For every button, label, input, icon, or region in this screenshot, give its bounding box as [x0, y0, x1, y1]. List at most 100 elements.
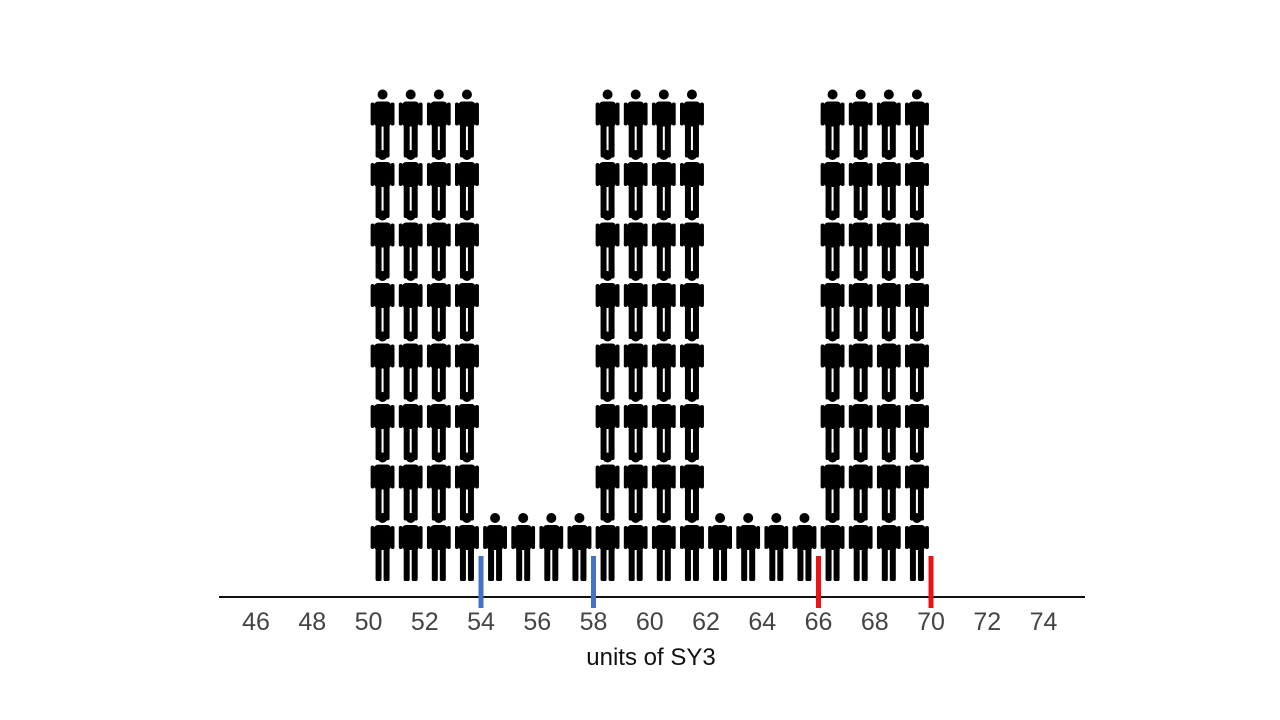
- person-icon: [820, 210, 845, 279]
- range-marker: [478, 556, 484, 608]
- person-icon: [820, 89, 845, 158]
- person-icon: [876, 89, 901, 158]
- person-icon: [595, 271, 620, 339]
- person-icon: [595, 150, 620, 218]
- person-icon: [398, 271, 423, 339]
- person-icon: [454, 392, 479, 460]
- person-icon: [679, 513, 704, 581]
- person-icon: [904, 210, 929, 279]
- person-icon: [370, 271, 395, 339]
- person-icon: [820, 331, 845, 400]
- person-icon: [792, 513, 817, 581]
- person-icon: [651, 210, 676, 279]
- person-icon: [595, 210, 620, 279]
- person-icon: [454, 452, 479, 521]
- person-icon: [398, 452, 423, 521]
- person-icon: [679, 150, 704, 218]
- person-icon: [848, 210, 873, 279]
- person-icon: [876, 150, 901, 218]
- person-icon: [651, 513, 676, 581]
- person-icon: [370, 89, 395, 158]
- tick-labels: 46 48 50 52 54 56 58 60 62 64 66 68 70 72 74: [242, 608, 1057, 636]
- x-tick-label: 62: [692, 608, 720, 636]
- person-icon: [370, 392, 395, 460]
- person-icon: [708, 513, 733, 581]
- person-icon: [848, 513, 873, 581]
- person-icon: [567, 513, 592, 581]
- person-icon: [904, 452, 929, 521]
- x-tick-label: 68: [861, 608, 889, 636]
- person-icon: [651, 392, 676, 460]
- person-icon: [876, 271, 901, 339]
- person-icon: [370, 210, 395, 279]
- person-icon: [623, 271, 648, 339]
- x-tick-label: 46: [242, 608, 270, 636]
- person-icon: [679, 452, 704, 521]
- x-tick-label: 58: [580, 608, 608, 636]
- x-tick-label: 50: [355, 608, 383, 636]
- person-icon: [679, 271, 704, 339]
- person-icon: [820, 271, 845, 339]
- person-icon: [454, 150, 479, 218]
- person-icon: [595, 331, 620, 400]
- person-icon: [426, 331, 451, 400]
- person-icon: [595, 392, 620, 460]
- person-icon: [848, 452, 873, 521]
- range-marker: [816, 556, 821, 608]
- person-icon: [454, 89, 479, 158]
- person-icon: [876, 392, 901, 460]
- person-icon: [876, 452, 901, 521]
- person-icon: [398, 331, 423, 400]
- person-icon: [820, 392, 845, 460]
- person-icon: [398, 513, 423, 581]
- person-icon: [904, 392, 929, 460]
- person-icon: [595, 89, 620, 158]
- person-icon: [426, 210, 451, 279]
- person-icon: [651, 331, 676, 400]
- range-marker: [591, 556, 596, 608]
- person-icon: [904, 271, 929, 339]
- x-tick-label: 60: [636, 608, 664, 636]
- person-icon: [454, 271, 479, 339]
- person-icon: [679, 392, 704, 460]
- person-icon: [848, 331, 873, 400]
- person-icon: [398, 392, 423, 460]
- person-icon: [904, 89, 929, 158]
- person-icon: [876, 331, 901, 400]
- person-icon: [483, 513, 508, 581]
- person-icon: [848, 392, 873, 460]
- person-icon: [454, 331, 479, 400]
- person-icon: [848, 150, 873, 218]
- person-icon: [904, 150, 929, 218]
- person-icon: [679, 89, 704, 158]
- range-marker: [928, 556, 934, 608]
- x-tick-label: 52: [411, 608, 439, 636]
- person-icon: [595, 452, 620, 521]
- person-icon: [370, 150, 395, 218]
- person-icon: [398, 89, 423, 158]
- person-icon: [623, 89, 648, 158]
- person-icon: [370, 331, 395, 400]
- person-icon: [848, 89, 873, 158]
- person-icon: [820, 513, 845, 581]
- x-tick-label: 48: [298, 608, 326, 636]
- x-tick-label: 70: [917, 608, 945, 636]
- person-icon: [426, 150, 451, 218]
- person-icon: [426, 89, 451, 158]
- person-icon: [623, 452, 648, 521]
- person-icon: [623, 210, 648, 279]
- person-icon: [370, 452, 395, 521]
- person-icon: [454, 210, 479, 279]
- person-icon: [426, 513, 451, 581]
- x-tick-label: 66: [805, 608, 833, 636]
- x-tick-label: 54: [467, 608, 495, 636]
- person-icon: [454, 513, 479, 581]
- x-tick-label: 64: [748, 608, 776, 636]
- x-tick-label: 72: [973, 608, 1001, 636]
- person-icon: [736, 513, 761, 581]
- person-icon: [651, 150, 676, 218]
- range-markers: [478, 556, 934, 608]
- person-icon: [623, 331, 648, 400]
- person-icon: [398, 150, 423, 218]
- person-icon: [511, 513, 536, 581]
